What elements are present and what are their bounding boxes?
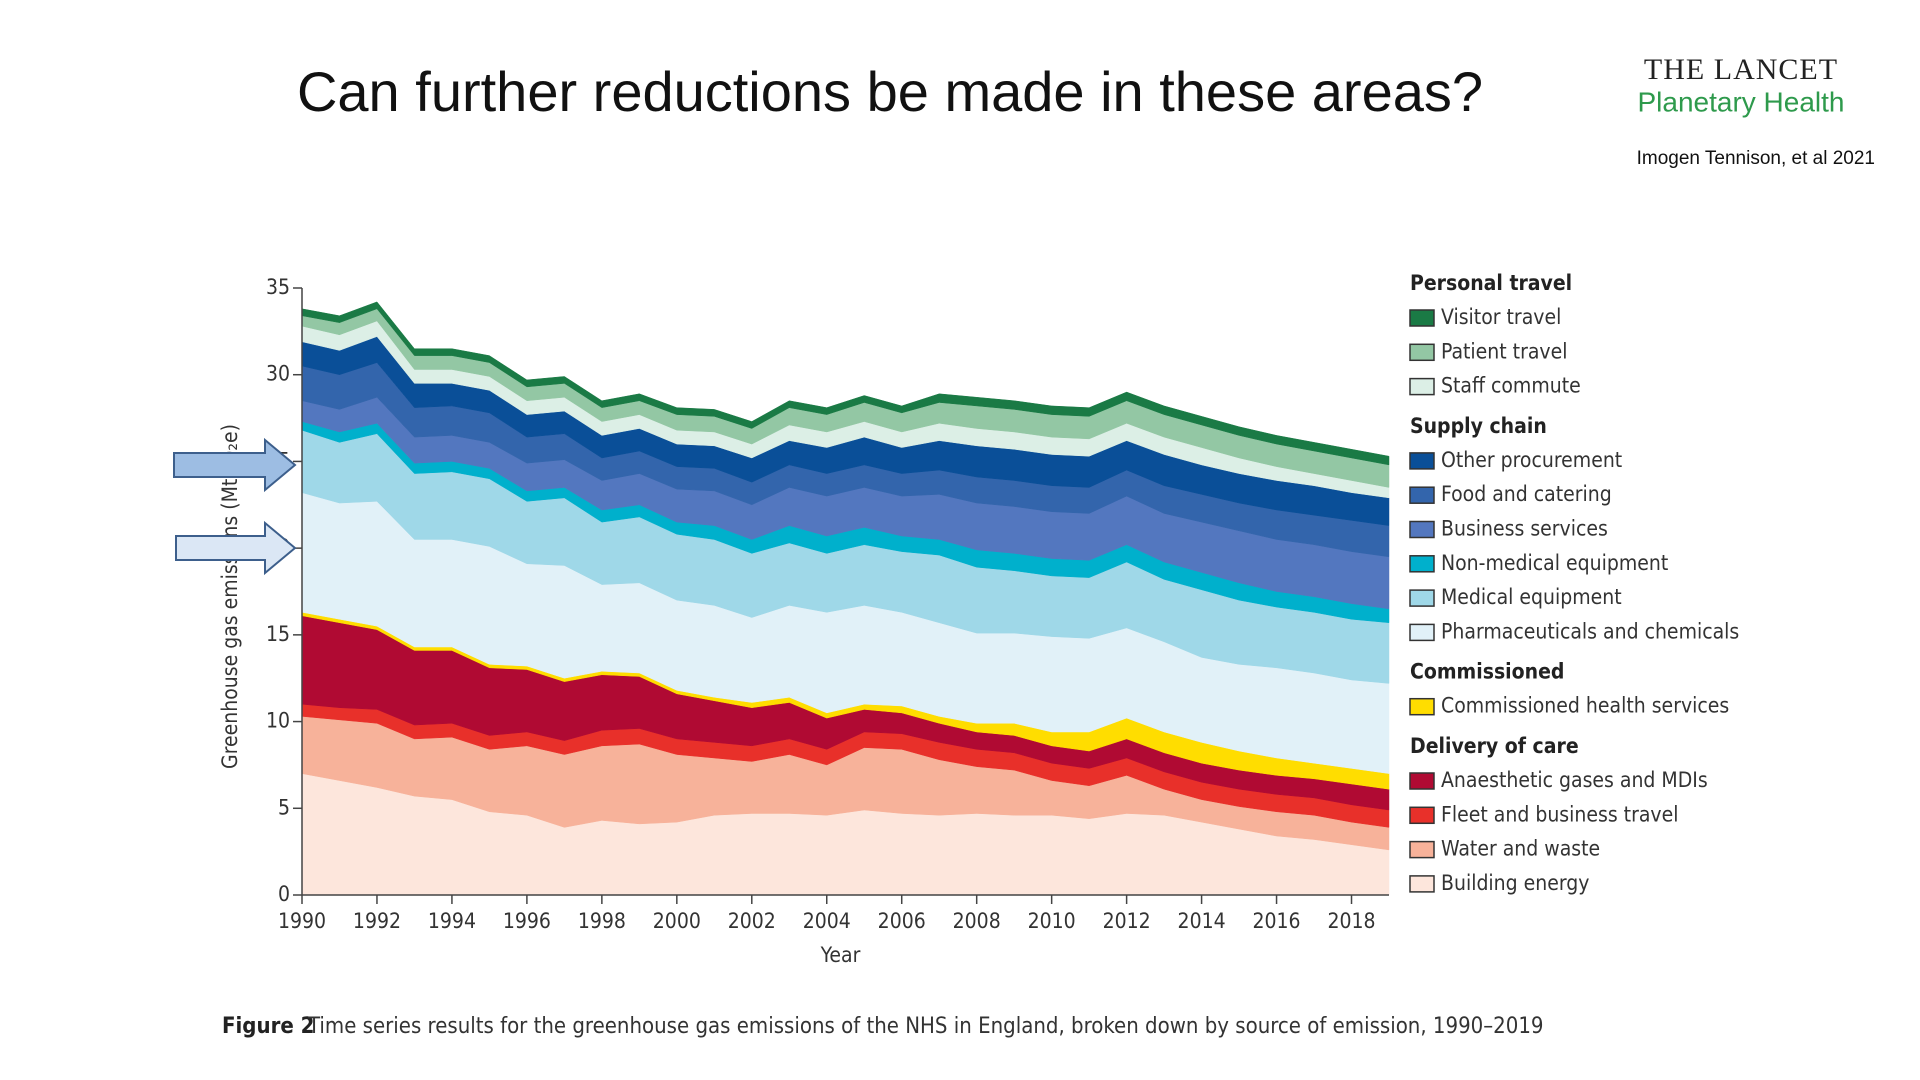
legend-swatch [1409, 343, 1435, 362]
journal-subtitle: Planetary Health [1637, 86, 1844, 117]
plot-area: Greenhouse gas emissions (MtCO₂e) 0 5 10 15 2… [218, 271, 1739, 967]
x-tick-label: 1990 [278, 909, 326, 933]
area [301, 301, 1390, 466]
legend-label: Anaesthetic gases and MDIs [1441, 768, 1708, 792]
legend-swatch [1409, 840, 1435, 859]
caption-label: Figure 2 [222, 1014, 314, 1039]
legend-swatch [1409, 520, 1435, 539]
legend-group-title: Personal travel [1410, 271, 1572, 295]
citation: Imogen Tennison, et al 2021 [1637, 148, 1875, 169]
legend-swatch [1409, 806, 1435, 825]
x-tick-label: 2002 [728, 909, 776, 933]
y-tick-label: 35 [266, 275, 290, 299]
x-axis-label: Year [820, 943, 861, 967]
slide-title: Can further reductions be made in these … [297, 60, 1483, 123]
x-tick-label: 2004 [803, 909, 851, 933]
legend-group-title: Supply chain [1410, 414, 1547, 438]
legend-swatch [1409, 309, 1435, 327]
legend-label: Business services [1441, 517, 1608, 541]
legend-label: Fleet and business travel [1441, 802, 1678, 826]
legend-swatch [1409, 623, 1435, 642]
x-tick-label: 2010 [1028, 909, 1076, 933]
x-tick-label: 2014 [1178, 909, 1226, 933]
legend-label: Water and waste [1441, 837, 1600, 861]
y-tick-label: 30 [266, 362, 290, 386]
x-tick-label: 1992 [353, 909, 401, 933]
legend-label: Patient travel [1441, 339, 1567, 363]
legend-group-title: Delivery of care [1410, 734, 1579, 758]
legend-swatch [1409, 377, 1435, 396]
arrow [175, 520, 297, 576]
y-tick-label: 15 [266, 622, 290, 646]
journal-name: THE LANCET [1644, 53, 1838, 86]
legend-label: Non-medical equipment [1441, 551, 1668, 575]
legend-label: Pharmaceuticals and chemicals [1441, 619, 1739, 643]
legend-swatch [1409, 772, 1435, 790]
legend-label: Other procurement [1441, 448, 1622, 472]
x-tick-label: 1996 [503, 909, 551, 933]
x-tick-label: 2016 [1253, 909, 1301, 933]
legend-label: Building energy [1441, 871, 1589, 895]
arrow [173, 437, 297, 493]
legend-group-title: Commissioned [1410, 660, 1564, 684]
y-tick-label: 5 [278, 795, 290, 819]
arrows [173, 437, 297, 576]
x-tick-label: 2012 [1103, 909, 1151, 933]
caption: Time series results for the greenhouse g… [307, 1014, 1544, 1039]
y-tick-label: 0 [278, 882, 290, 906]
y-axis-label: Greenhouse gas emissions (MtCO₂e) [218, 424, 242, 769]
legend-swatch [1409, 452, 1435, 470]
x-tick-label: 2008 [953, 909, 1001, 933]
legend-label: Staff commute [1441, 374, 1581, 398]
legend-swatch [1409, 555, 1435, 573]
x-tick-label: 2018 [1327, 909, 1375, 933]
legend-swatch [1409, 697, 1435, 716]
y-tick-label: 10 [266, 709, 290, 733]
legend-label: Medical equipment [1441, 585, 1622, 609]
legend-swatch [1409, 486, 1435, 504]
legend-label: Food and catering [1441, 482, 1612, 506]
x-tick-label: 2006 [878, 909, 926, 933]
x-tick-label: 1998 [578, 909, 626, 933]
legend-label: Visitor travel [1441, 305, 1561, 329]
legend-label: Commissioned health services [1441, 694, 1729, 718]
legend-swatch [1409, 875, 1435, 893]
x-tick-label: 2000 [653, 909, 701, 933]
legend-swatch [1409, 589, 1435, 607]
x-tick-label: 1994 [428, 909, 476, 933]
